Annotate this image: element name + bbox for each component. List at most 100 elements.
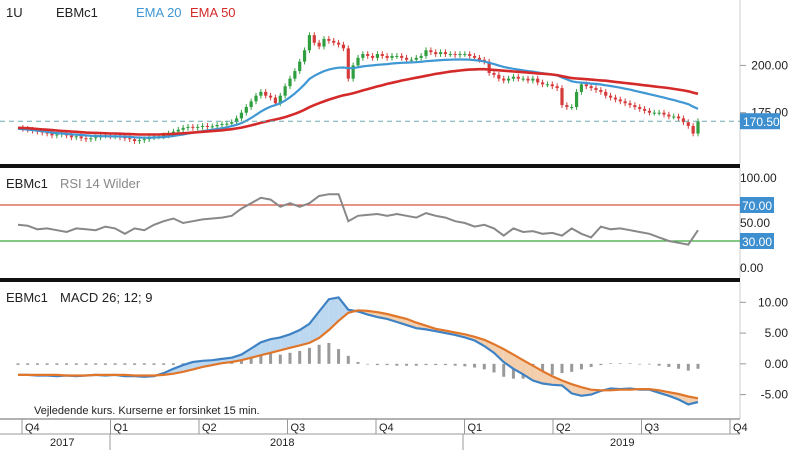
macd-histogram-bar <box>35 363 39 365</box>
candle-body <box>574 91 579 108</box>
candle-body <box>676 116 681 119</box>
macd-symbol-label: EBMc1 <box>6 290 48 305</box>
macd-signal-fill <box>280 334 290 351</box>
rsi-tick-label: 100.00 <box>740 171 777 185</box>
candle-body <box>463 54 467 56</box>
candle-body <box>492 72 496 75</box>
candle-body <box>545 84 550 86</box>
candle-body <box>633 105 637 108</box>
candle-body <box>94 137 98 139</box>
year-label: 2017 <box>50 437 74 449</box>
macd-histogram-bar <box>609 363 613 364</box>
candle-body <box>176 129 180 132</box>
quarter-label: Q2 <box>202 422 217 434</box>
macd-histogram-bar <box>657 363 661 366</box>
rsi-tick-label: 0.00 <box>740 261 764 275</box>
candle-body <box>137 140 142 142</box>
candle-body <box>293 71 297 79</box>
candle-body <box>608 95 613 98</box>
candle-body <box>667 114 671 117</box>
last-price-badge <box>740 113 780 130</box>
candle-body <box>128 138 132 140</box>
macd-histogram-bar <box>395 363 399 366</box>
macd-panel: 10.00 5.00 0.00 -5.00 <box>16 282 789 419</box>
quarter-label: Q4 <box>25 422 40 434</box>
candle-body <box>361 54 365 58</box>
candle-body <box>332 40 336 43</box>
panel-separator-price <box>0 164 740 168</box>
candle-body <box>618 99 622 102</box>
candle-body <box>239 112 244 119</box>
candle-body <box>638 107 642 109</box>
panel-separator-rsi <box>0 278 740 282</box>
candle-body <box>264 91 268 96</box>
macd-histogram-bar <box>667 363 671 367</box>
rsi-lower-badge <box>740 233 774 249</box>
candle-body <box>336 42 341 45</box>
candle-body <box>69 135 74 138</box>
candle-body <box>259 91 263 96</box>
candle-body <box>526 78 530 81</box>
candle-body <box>613 97 618 100</box>
candle-body <box>579 84 584 92</box>
candle-body <box>395 55 399 57</box>
candle-body <box>409 59 414 61</box>
rsi-tick-label: 50.00 <box>740 216 770 230</box>
macd-histogram-bar <box>45 363 49 365</box>
candle-body <box>550 84 554 87</box>
macd-signal-fill <box>270 337 281 353</box>
candle-body <box>132 139 137 142</box>
candle-body <box>400 55 404 58</box>
candle-body <box>50 133 54 136</box>
candle-body <box>84 138 88 140</box>
candle-body <box>215 125 219 127</box>
candle-body <box>443 52 448 55</box>
candle-body <box>181 127 185 130</box>
candle-body <box>268 95 273 98</box>
macd-tick-label: 0.00 <box>765 357 789 371</box>
x-axis: Q4 Q1 Q2 Q3 Q4 Q1 Q2 Q3 Q4 2017 2018 2019 <box>21 419 748 450</box>
year-label: 2018 <box>270 437 294 449</box>
symbol-label: EBMc1 <box>56 5 98 20</box>
macd-histogram-bar <box>375 363 379 366</box>
candle-body <box>628 103 632 106</box>
macd-histogram-bar <box>511 363 515 379</box>
macd-histogram-bar <box>638 363 642 365</box>
macd-histogram-bar <box>65 363 69 365</box>
macd-histogram-bar <box>346 355 350 364</box>
candle-body <box>89 138 93 140</box>
macd-histogram-bar <box>686 363 690 371</box>
macd-histogram-bar <box>55 363 59 365</box>
candle-body <box>200 125 205 127</box>
candle-body <box>322 38 326 47</box>
candle-body <box>506 78 511 81</box>
macd-histogram-bar <box>239 359 243 364</box>
macd-histogram-bar <box>278 354 282 364</box>
macd-histogram-bar <box>385 363 389 366</box>
macd-histogram-bar <box>317 344 321 364</box>
macd-histogram-bar <box>599 363 603 366</box>
candle-body <box>477 57 482 60</box>
rsi-upper-label: 70.00 <box>742 199 772 213</box>
candle-body <box>647 110 652 113</box>
candle-body <box>652 112 656 114</box>
macd-histogram-bar <box>414 363 418 366</box>
candle-body <box>307 35 312 51</box>
candle-body <box>191 126 195 128</box>
candle-body <box>565 105 569 108</box>
candle-body <box>458 54 462 56</box>
macd-histogram-bar <box>74 363 78 365</box>
macd-signal-fill <box>290 330 300 348</box>
candle-body <box>691 125 695 134</box>
candle-body <box>468 54 472 56</box>
candle-body <box>302 50 307 62</box>
rsi-lower-label: 30.00 <box>742 235 772 249</box>
candle-body <box>589 86 593 89</box>
candle-body <box>196 126 200 128</box>
candle-body <box>511 76 516 79</box>
macd-histogram-bar <box>269 353 273 364</box>
macd-histogram-bar <box>113 363 117 365</box>
macd-histogram-bar <box>26 363 30 365</box>
candle-body <box>536 78 540 83</box>
